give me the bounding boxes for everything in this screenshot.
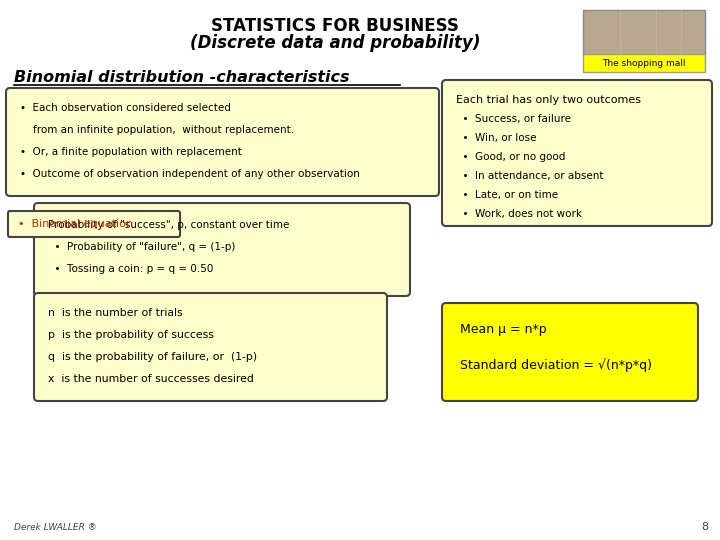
Text: •  Binomial equation: • Binomial equation <box>18 219 133 229</box>
Text: •  Late, or on time: • Late, or on time <box>456 190 558 200</box>
Text: •  Work, does not work: • Work, does not work <box>456 209 582 219</box>
Text: •  Good, or no good: • Good, or no good <box>456 152 565 162</box>
Text: from an infinite population,  without replacement.: from an infinite population, without rep… <box>20 125 294 135</box>
Text: p  is the probability of success: p is the probability of success <box>48 330 214 340</box>
Text: x  is the number of successes desired: x is the number of successes desired <box>48 374 254 384</box>
Text: 8: 8 <box>701 522 708 532</box>
Text: Derek LWALLER ®: Derek LWALLER ® <box>14 523 96 531</box>
Text: Probability of "success", p, constant over time: Probability of "success", p, constant ov… <box>48 220 289 230</box>
Text: •  Tossing a coin: p = q = 0.50: • Tossing a coin: p = q = 0.50 <box>48 264 213 274</box>
Text: •  Each observation considered selected: • Each observation considered selected <box>20 103 231 113</box>
FancyBboxPatch shape <box>34 203 410 296</box>
Text: STATISTICS FOR BUSINESS: STATISTICS FOR BUSINESS <box>211 17 459 35</box>
Text: •  Success, or failure: • Success, or failure <box>456 114 571 124</box>
FancyBboxPatch shape <box>442 303 698 401</box>
FancyBboxPatch shape <box>34 293 387 401</box>
FancyBboxPatch shape <box>8 211 180 237</box>
Text: n  is the number of trials: n is the number of trials <box>48 308 183 318</box>
Text: q  is the probability of failure, or  (1-p): q is the probability of failure, or (1-p… <box>48 352 257 362</box>
Text: •  Outcome of observation independent of any other observation: • Outcome of observation independent of … <box>20 169 360 179</box>
FancyBboxPatch shape <box>583 10 705 55</box>
Text: Each trial has only two outcomes: Each trial has only two outcomes <box>456 95 641 105</box>
Text: Binomial distribution -characteristics: Binomial distribution -characteristics <box>14 71 349 85</box>
Text: •  Probability of "failure", q = (1-p): • Probability of "failure", q = (1-p) <box>48 242 235 252</box>
FancyBboxPatch shape <box>6 88 439 196</box>
Text: •  In attendance, or absent: • In attendance, or absent <box>456 171 603 181</box>
Text: The shopping mall: The shopping mall <box>602 58 685 68</box>
Text: •  Win, or lose: • Win, or lose <box>456 133 536 143</box>
Text: •  Or, a finite population with replacement: • Or, a finite population with replaceme… <box>20 147 242 157</box>
FancyBboxPatch shape <box>583 54 705 72</box>
FancyBboxPatch shape <box>442 80 712 226</box>
Text: Mean μ = n*p: Mean μ = n*p <box>460 322 546 335</box>
Text: Standard deviation = √(n*p*q): Standard deviation = √(n*p*q) <box>460 358 652 372</box>
Text: (Discrete data and probability): (Discrete data and probability) <box>190 34 480 52</box>
